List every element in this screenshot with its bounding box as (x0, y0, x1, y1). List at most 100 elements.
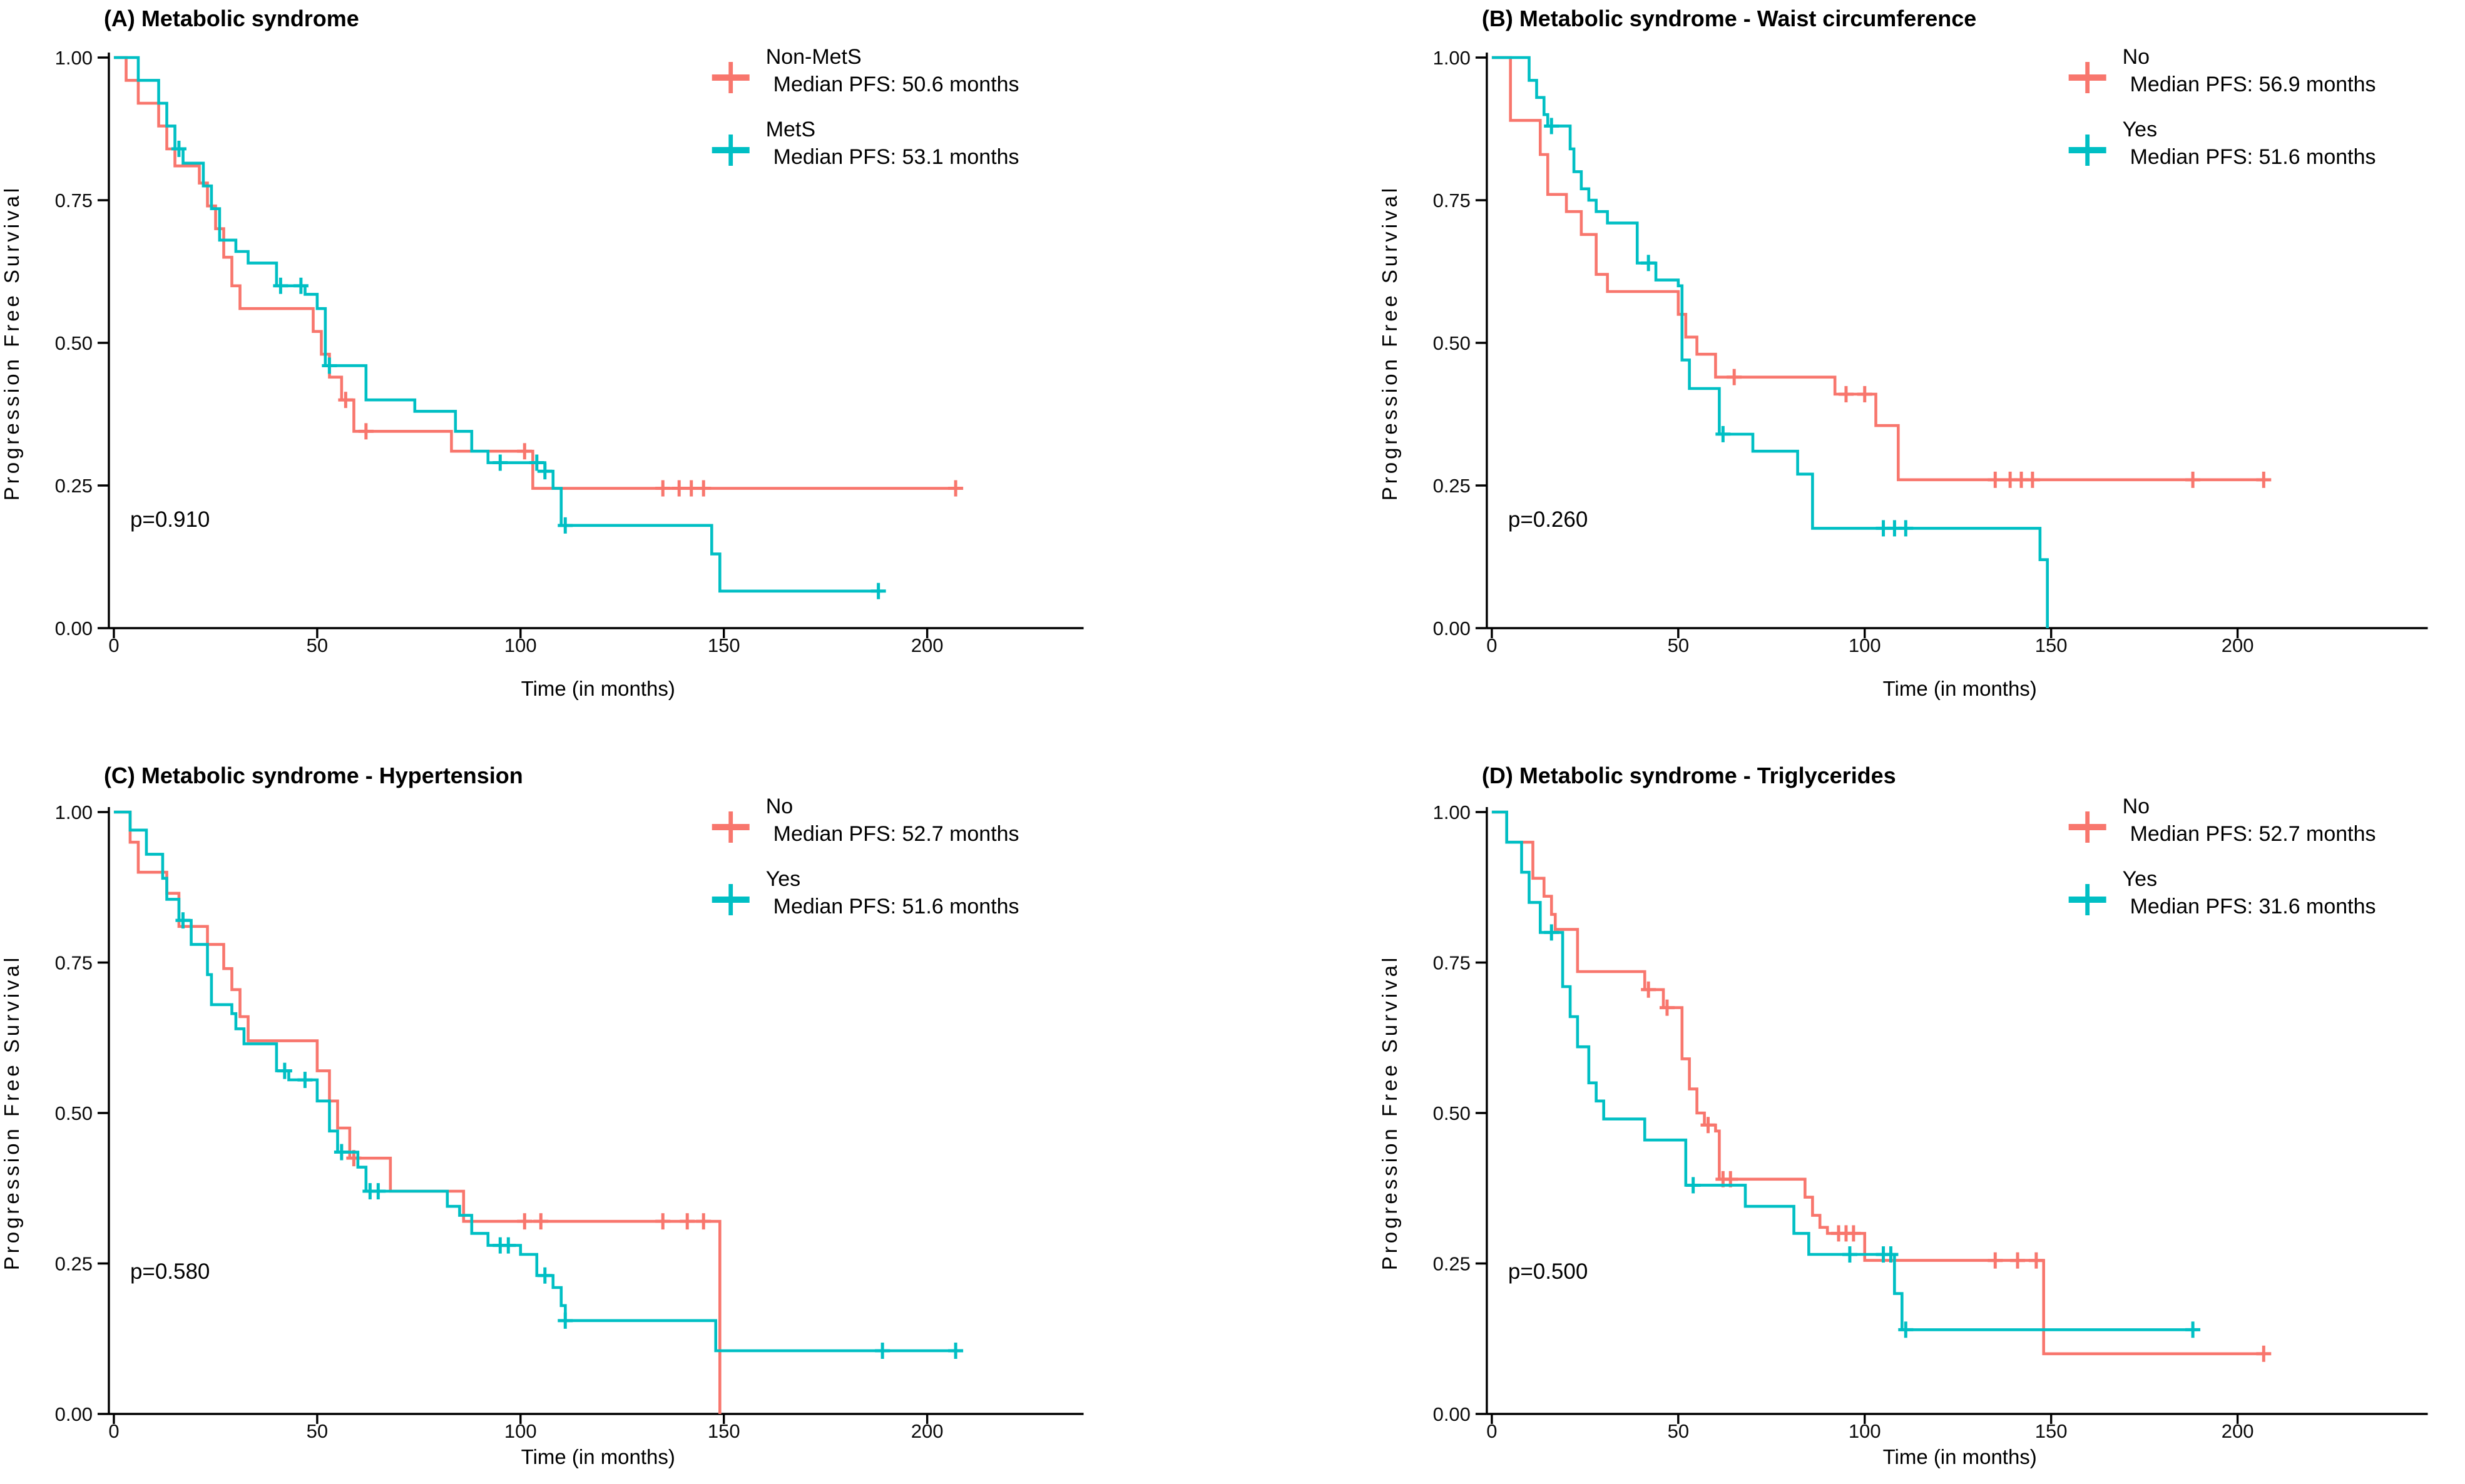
panel-title: (C) Metabolic syndrome - Hypertension (104, 763, 523, 788)
panel-c-chart: (C) Metabolic syndrome - Hypertension No… (0, 763, 1084, 1468)
km-curve-no (1491, 810, 2263, 1356)
y-axis-label: Progression Free Survival (0, 185, 23, 501)
legend-series-name: No (2122, 45, 2149, 69)
legend: No Median PFS: 52.7 months Yes Median PF… (2068, 795, 2376, 918)
y-tick-label: 0.25 (1432, 1253, 1470, 1274)
legend-series-name: MetS (766, 118, 815, 141)
x-tick-label: 100 (1848, 634, 1881, 656)
panel-a-chart: (A) Metabolic syndrome Non-MetS Median P… (0, 6, 1084, 700)
legend-series-median: Median PFS: 31.6 months (2130, 895, 2376, 918)
x-tick-label: 150 (708, 634, 740, 656)
legend-series-median: Median PFS: 51.6 months (2130, 145, 2376, 169)
legend-marker-icon (712, 62, 750, 93)
legend-series-median: Median PFS: 56.9 months (2130, 73, 2376, 96)
legend: No Median PFS: 52.7 months Yes Median PF… (712, 795, 1019, 918)
x-tick-label: 200 (911, 1420, 944, 1442)
p-value-label: p=0.580 (130, 1259, 210, 1284)
y-tick-label: 0.50 (1432, 332, 1470, 354)
y-tick-label: 0.50 (55, 1102, 93, 1124)
km-curve-yes (1491, 810, 2197, 1331)
x-tick-label: 0 (1486, 1420, 1497, 1442)
legend-marker-icon (2068, 62, 2106, 93)
legend-series-median: Median PFS: 51.6 months (773, 895, 1019, 918)
km-curve-yes (113, 810, 956, 1353)
y-tick-label: 0.25 (1432, 475, 1470, 497)
p-value-label: p=0.910 (130, 507, 210, 532)
y-tick-label: 0.50 (1432, 1102, 1470, 1124)
y-axis-label: Progression Free Survival (0, 955, 23, 1271)
x-axis-label: Time (in months) (1882, 677, 2036, 700)
km-plot: 0 50 100 150 200 0.00 0.25 0.50 0.75 1.00 (1432, 47, 2428, 656)
x-axis-label: Time (in months) (521, 677, 675, 700)
y-axis-label: Progression Free Survival (1377, 955, 1401, 1271)
y-tick-label: 0.00 (55, 617, 93, 639)
x-tick-label: 0 (108, 634, 119, 656)
y-tick-label: 0.75 (55, 952, 93, 973)
km-plot: 0 50 100 150 200 0.00 0.25 0.50 0.75 1.00 (1432, 801, 2428, 1442)
legend-marker-icon (2068, 884, 2106, 915)
x-tick-label: 50 (1667, 1420, 1688, 1442)
panel-a: (A) Metabolic syndrome Non-MetS Median P… (0, 0, 1233, 742)
km-plot: 0 50 100 150 200 0.00 0.25 0.50 0.75 1.00 (55, 801, 1084, 1442)
km-curve-yes (1491, 56, 2049, 628)
x-tick-label: 0 (108, 1420, 119, 1442)
p-value-label: p=0.260 (1508, 507, 1587, 532)
y-axis-label: Progression Free Survival (1377, 185, 1401, 501)
panel-b-chart: (B) Metabolic syndrome - Waist circumfer… (1377, 6, 2428, 700)
x-tick-label: 150 (2034, 634, 2067, 656)
km-curve-non-mets (113, 56, 956, 490)
panel-c: (C) Metabolic syndrome - Hypertension No… (0, 742, 1233, 1484)
x-tick-label: 50 (307, 1420, 328, 1442)
x-tick-label: 100 (504, 634, 537, 656)
x-tick-label: 150 (2034, 1420, 2067, 1442)
x-tick-label: 200 (2221, 634, 2253, 656)
y-tick-label: 0.75 (1432, 190, 1470, 211)
x-tick-label: 200 (2221, 1420, 2253, 1442)
y-tick-label: 0.75 (55, 190, 93, 211)
p-value-label: p=0.500 (1508, 1259, 1587, 1284)
legend-series-name: Yes (2122, 118, 2156, 141)
legend-series-name: No (766, 795, 793, 818)
panel-b: (B) Metabolic syndrome - Waist circumfer… (1233, 0, 2465, 742)
x-tick-label: 150 (708, 1420, 740, 1442)
legend-marker-icon (712, 811, 750, 843)
legend-series-name: No (2122, 795, 2149, 818)
legend-series-name: Yes (2122, 867, 2156, 891)
x-tick-label: 50 (1667, 634, 1688, 656)
y-tick-label: 0.00 (1432, 617, 1470, 639)
panel-title: (D) Metabolic syndrome - Triglycerides (1481, 763, 1896, 788)
km-plot: 0 50 100 150 200 0.00 0.25 0.50 0.75 1.00 (55, 47, 1084, 656)
x-axis-label: Time (in months) (1882, 1445, 2036, 1468)
x-tick-label: 100 (1848, 1420, 1881, 1442)
y-tick-label: 1.00 (55, 47, 93, 69)
y-tick-label: 1.00 (55, 801, 93, 823)
legend-series-name: Non-MetS (766, 45, 862, 69)
x-tick-label: 0 (1486, 634, 1497, 656)
legend: No Median PFS: 56.9 months Yes Median PF… (2068, 45, 2376, 169)
x-axis-label: Time (in months) (521, 1445, 675, 1468)
legend-series-median: Median PFS: 52.7 months (2130, 822, 2376, 846)
legend-marker-icon (2068, 811, 2106, 843)
legend: Non-MetS Median PFS: 50.6 months MetS Me… (712, 45, 1019, 169)
legend-marker-icon (712, 135, 750, 166)
x-tick-label: 50 (307, 634, 328, 656)
legend-series-median: Median PFS: 50.6 months (773, 73, 1019, 96)
km-curve-no (113, 810, 722, 1414)
y-tick-label: 0.00 (1432, 1403, 1470, 1425)
y-tick-label: 0.75 (1432, 952, 1470, 973)
y-tick-label: 0.25 (55, 475, 93, 497)
panel-d-chart: (D) Metabolic syndrome - Triglycerides N… (1377, 763, 2428, 1468)
y-tick-label: 0.00 (55, 1403, 93, 1425)
panel-title: (B) Metabolic syndrome - Waist circumfer… (1481, 6, 1976, 31)
legend-marker-icon (712, 884, 750, 915)
y-tick-label: 1.00 (1432, 47, 1470, 69)
x-tick-label: 200 (911, 634, 944, 656)
y-tick-label: 0.50 (55, 332, 93, 354)
y-tick-label: 0.25 (55, 1253, 93, 1274)
legend-marker-icon (2068, 135, 2106, 166)
x-tick-label: 100 (504, 1420, 537, 1442)
panel-d: (D) Metabolic syndrome - Triglycerides N… (1233, 742, 2465, 1484)
panel-title: (A) Metabolic syndrome (104, 6, 359, 31)
y-tick-label: 1.00 (1432, 801, 1470, 823)
